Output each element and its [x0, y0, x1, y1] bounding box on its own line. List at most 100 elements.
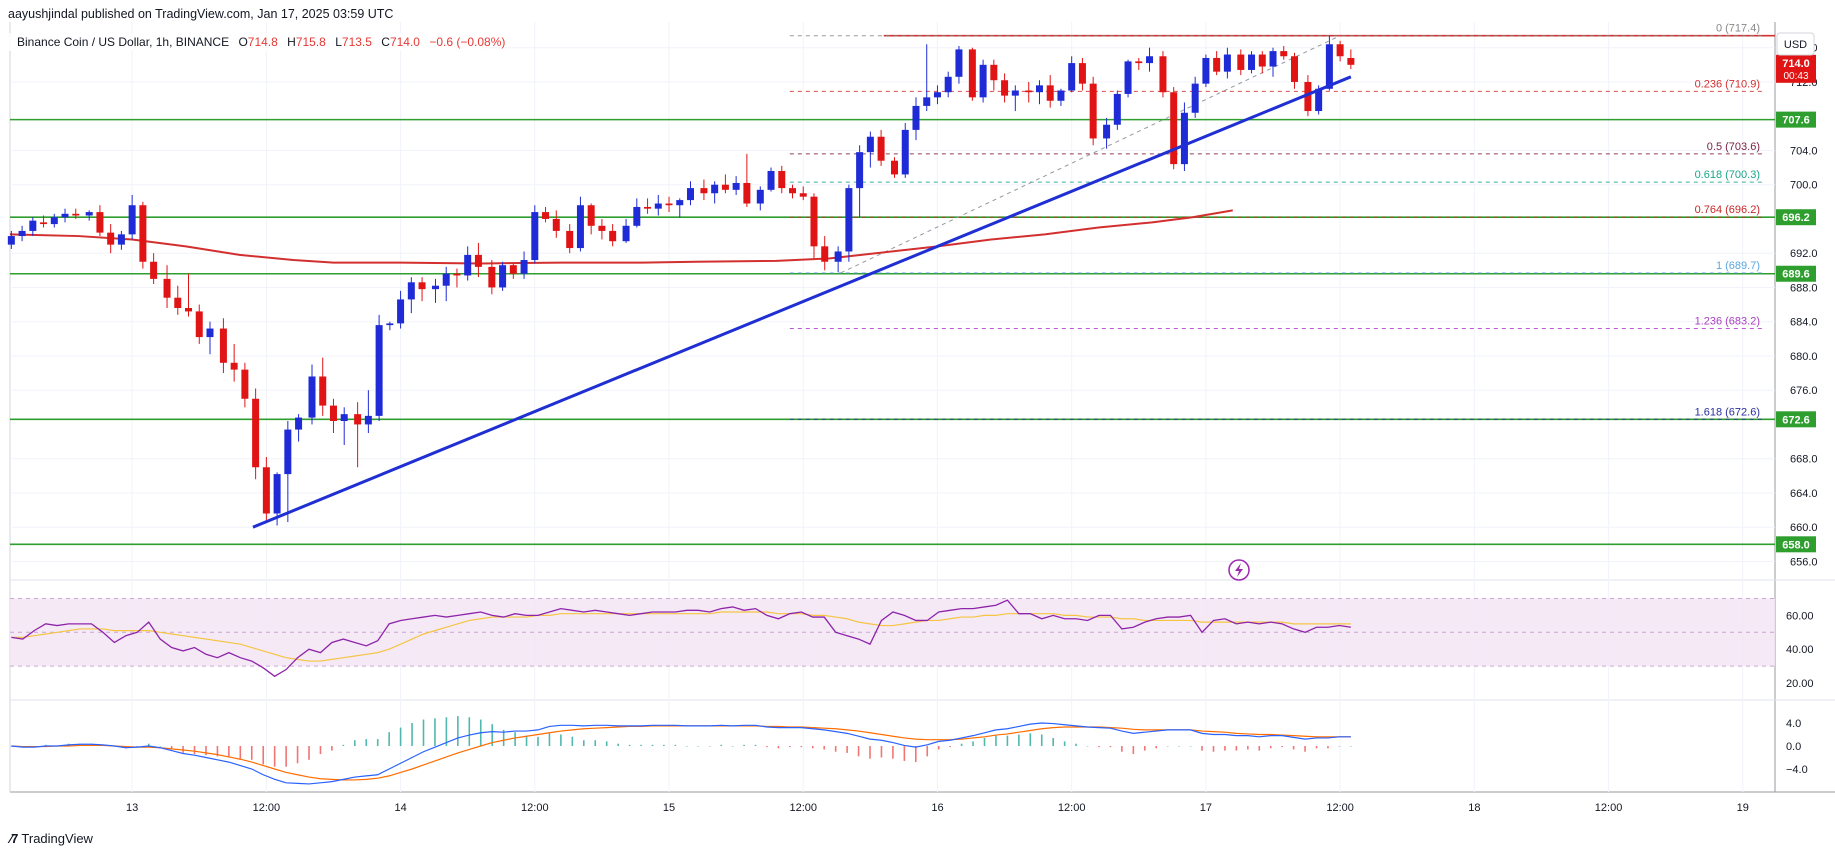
- macd-tick-label: −4.0: [1786, 764, 1808, 776]
- macd-histogram-bar: [869, 746, 871, 759]
- macd-histogram-bar: [937, 746, 940, 750]
- candle-body: [891, 160, 899, 175]
- macd-histogram-bar: [388, 732, 390, 746]
- candle-body: [185, 307, 193, 312]
- price-tick-label: 664.0: [1790, 488, 1818, 500]
- candle-body: [1001, 80, 1009, 96]
- candle-body: [576, 205, 584, 249]
- svg-text:USD: USD: [1784, 39, 1807, 51]
- candle-body: [1223, 54, 1231, 72]
- candle-body: [856, 152, 864, 189]
- candle-body: [29, 220, 37, 231]
- candle-body: [50, 217, 58, 225]
- macd-histogram-bar: [1338, 746, 1341, 747]
- candle-body: [1124, 61, 1132, 94]
- trendline[interactable]: [252, 75, 1352, 529]
- tradingview-logo[interactable]: ⁄7 TradingView: [10, 831, 93, 846]
- macd-histogram-bar: [1178, 746, 1180, 747]
- macd-tick-label: 0.0: [1786, 741, 1801, 753]
- countdown-label: 00:43: [1783, 71, 1808, 82]
- candle-body: [1347, 57, 1355, 65]
- macd-histogram-bar: [216, 746, 219, 757]
- candle-body: [418, 282, 426, 290]
- macd-histogram-bar: [834, 746, 837, 752]
- lightning-icon[interactable]: [1228, 559, 1250, 581]
- candle-body: [150, 261, 158, 279]
- price-tick-label: 692.0: [1790, 248, 1818, 260]
- price-tick-label: 668.0: [1790, 454, 1818, 466]
- candle-body: [1170, 92, 1178, 165]
- candle-body: [206, 328, 214, 338]
- candle-body: [107, 232, 115, 245]
- macd-histogram-bar: [1201, 746, 1203, 751]
- price-axis[interactable]: 716.0712.0704.0700.0692.0688.0684.0680.0…: [1776, 43, 1818, 776]
- macd-histogram-bar: [811, 746, 814, 749]
- macd-histogram-bar: [228, 746, 230, 757]
- fib-level-label: 0 (717.4): [1716, 23, 1760, 35]
- macd-histogram-bar: [1224, 746, 1226, 751]
- macd-histogram-bar: [605, 741, 608, 746]
- candle-body: [633, 206, 641, 226]
- candle-body: [1269, 51, 1277, 67]
- currency-button[interactable]: USD: [1776, 32, 1815, 56]
- candle-body: [912, 105, 920, 130]
- macd-histogram-bar: [136, 746, 139, 747]
- candle-body: [1290, 56, 1298, 82]
- candle-body: [375, 325, 383, 416]
- macd-histogram-bar: [915, 746, 917, 763]
- tradingview-wordmark: TradingView: [21, 831, 93, 846]
- candle-body: [933, 92, 941, 98]
- macd-histogram-bar: [502, 729, 505, 746]
- fib-level-label: 0.764 (696.2): [1695, 204, 1760, 216]
- candle-body: [944, 76, 952, 93]
- chart-frame: [9, 22, 1835, 793]
- macd-histogram-bar: [376, 739, 379, 746]
- level-price-badge-label: 707.6: [1782, 115, 1810, 127]
- time-tick-label: 16: [931, 802, 943, 814]
- macd-histogram-bar: [250, 746, 253, 760]
- candle-body: [219, 328, 227, 363]
- macd-histogram-bar: [789, 746, 791, 748]
- candle-body: [1315, 88, 1323, 112]
- candle-body: [1304, 81, 1312, 112]
- candle-body: [520, 260, 528, 274]
- macd-histogram-bar: [1143, 746, 1146, 751]
- macd-histogram-bar: [399, 727, 402, 746]
- publisher-caption: aayushjindal published on TradingView.co…: [8, 7, 394, 21]
- current-price-label: 714.0: [1782, 58, 1810, 70]
- macd-histogram-bar: [1132, 746, 1135, 755]
- time-axis[interactable]: 13 12:00 14 12:00 15 12:00 16 12:00 17 12:00 18 12:…: [126, 802, 1749, 814]
- candle-body: [397, 299, 405, 324]
- macd-histogram-bar: [1315, 746, 1318, 749]
- candle-body: [1103, 124, 1111, 139]
- macd-histogram-bar: [766, 746, 768, 748]
- candle-body: [845, 188, 853, 252]
- candle-body: [308, 376, 316, 418]
- macd-histogram-bar: [1018, 734, 1020, 746]
- level-price-badge: [1776, 536, 1816, 553]
- macd-histogram-bar: [823, 746, 826, 750]
- rsi-tick-label: 40.00: [1786, 644, 1814, 656]
- candle-body: [61, 213, 69, 218]
- candle-body: [1159, 56, 1167, 93]
- macd-histogram-bar: [1029, 733, 1032, 746]
- time-tick-label: 19: [1737, 802, 1749, 814]
- candle-body: [262, 467, 270, 514]
- candle-body: [587, 205, 595, 226]
- candle-body: [488, 266, 496, 288]
- macd-histogram-bar: [1292, 746, 1295, 750]
- macd-histogram-bar: [342, 744, 345, 746]
- candle-body: [552, 218, 560, 231]
- candle-body: [1213, 57, 1221, 72]
- macd-histogram-bar: [296, 746, 299, 764]
- candle-body: [566, 230, 574, 249]
- candle-body: [40, 222, 48, 225]
- macd-histogram-bar: [697, 746, 700, 747]
- candle-body: [230, 362, 238, 370]
- price-tick-label: 684.0: [1790, 317, 1818, 329]
- candle-body: [1336, 44, 1344, 57]
- macd-histogram-bar: [422, 719, 425, 746]
- rsi-line: [11, 599, 1351, 678]
- macd-histogram-bar: [800, 746, 803, 748]
